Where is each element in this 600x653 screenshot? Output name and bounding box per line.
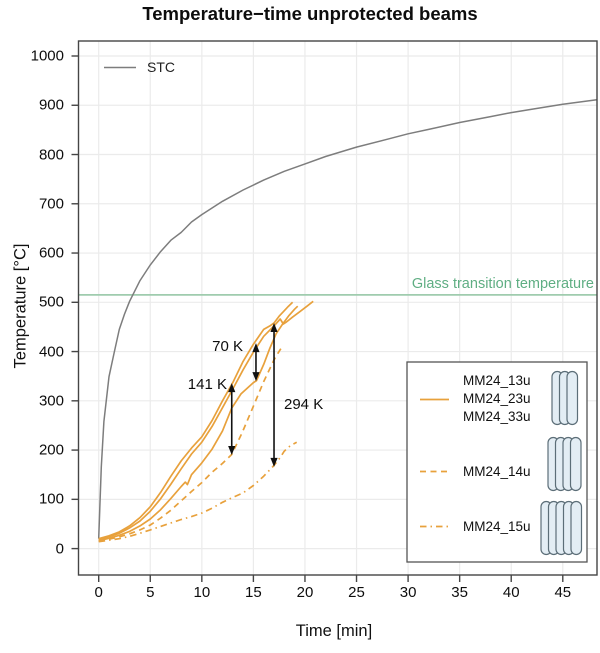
y-tick-label: 300 bbox=[38, 392, 64, 410]
x-tick-label: 30 bbox=[399, 584, 417, 601]
legend-label: MM24_13u bbox=[463, 373, 531, 388]
y-tick-label: 500 bbox=[38, 293, 64, 311]
x-axis-title: Time [min] bbox=[295, 622, 373, 640]
stc-series-label: STC bbox=[147, 59, 175, 75]
glass-beam-4-lamellas-icon bbox=[547, 436, 583, 497]
y-tick-label: 800 bbox=[38, 146, 64, 164]
x-tick-label: 35 bbox=[451, 584, 468, 601]
annotation-70k-label: 70 K bbox=[212, 338, 243, 355]
y-tick-label: 700 bbox=[38, 195, 64, 213]
glass-transition-label: Glass transition temperature bbox=[411, 276, 594, 292]
y-tick-label: 600 bbox=[38, 244, 64, 262]
legend-box: MM24_13u MM24_23u MM24_33u MM24_14u MM24… bbox=[407, 362, 587, 562]
x-tick-label: 15 bbox=[245, 584, 262, 601]
chart-title: Temperature−time unprotected beams bbox=[142, 3, 478, 24]
x-tick-label: 10 bbox=[193, 584, 211, 601]
annotation-141k-label: 141 K bbox=[187, 376, 227, 393]
x-tick-label: 0 bbox=[94, 584, 103, 601]
x-tick-label: 45 bbox=[554, 584, 572, 601]
glass-beam-5-lamellas-icon bbox=[540, 500, 584, 561]
legend-label: MM24_33u bbox=[463, 409, 531, 424]
x-tick-label: 25 bbox=[348, 584, 365, 601]
annotation-294k-label: 294 K bbox=[284, 396, 324, 413]
y-tick-label: 1000 bbox=[30, 47, 64, 65]
y-tick-label: 900 bbox=[38, 96, 64, 114]
glass-beam-3-lamellas-icon bbox=[551, 370, 580, 431]
y-tick-label: 400 bbox=[38, 343, 64, 361]
y-tick-label: 200 bbox=[38, 441, 64, 459]
y-tick-label: 100 bbox=[38, 490, 64, 508]
legend-row-solid-labels: MM24_13u MM24_23u MM24_33u bbox=[463, 372, 531, 426]
legend-label: MM24_14u bbox=[463, 464, 531, 479]
x-tick-label: 40 bbox=[502, 584, 520, 601]
y-tick-label: 0 bbox=[55, 540, 64, 558]
legend-label: MM24_23u bbox=[463, 391, 531, 406]
x-tick-label: 20 bbox=[296, 584, 314, 601]
legend-label: MM24_15u bbox=[463, 519, 531, 534]
y-axis-title: Temperature [°C] bbox=[11, 243, 30, 369]
x-tick-label: 5 bbox=[146, 584, 155, 601]
